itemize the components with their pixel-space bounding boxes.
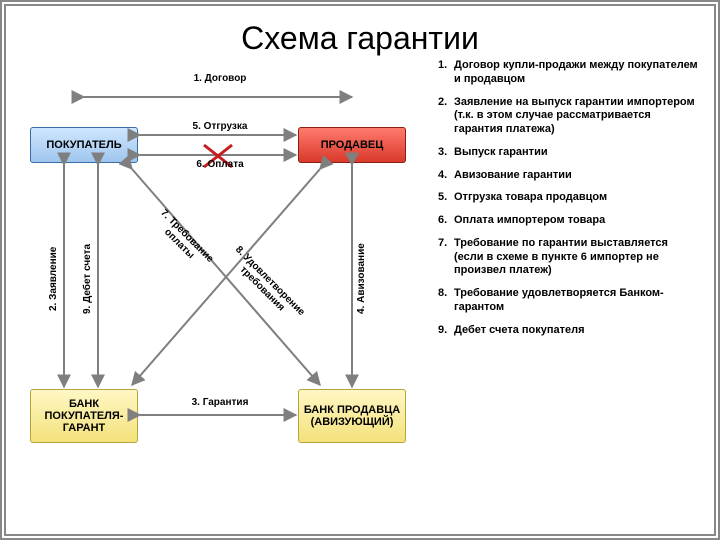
step-row: 3.Выпуск гарантии xyxy=(438,146,700,160)
diagram-canvas: ПОКУПАТЕЛЬ ПРОДАВЕЦ БАНК ПОКУПАТЕЛЯ-ГАРА… xyxy=(20,59,430,489)
step-number: 3. xyxy=(438,146,454,160)
step-row: 2.Заявление на выпуск гарантии импортеро… xyxy=(438,96,700,137)
step-number: 2. xyxy=(438,96,454,137)
step-row: 8.Требование удовлетворяется Банком-гара… xyxy=(438,287,700,315)
step-text: Дебет счета покупателя xyxy=(454,324,700,338)
step-text: Договор купли-продажи между покупателем … xyxy=(454,59,700,87)
step-text: Выпуск гарантии xyxy=(454,146,700,160)
page-frame: Схема гарантии ПОКУПАТЕЛЬ ПРОДАВЕЦ БАНК … xyxy=(0,0,720,540)
step-text: Отгрузка товара продавцом xyxy=(454,191,700,205)
step-number: 1. xyxy=(438,59,454,87)
step-row: 4.Авизование гарантии xyxy=(438,169,700,183)
step-text: Требование по гарантии выставляется (есл… xyxy=(454,237,700,278)
step-number: 4. xyxy=(438,169,454,183)
edge-label-4: 4. Авизование xyxy=(356,209,367,349)
node-seller-label: ПРОДАВЕЦ xyxy=(321,139,384,151)
edge-label-6: 6. Оплата xyxy=(170,159,270,170)
step-number: 9. xyxy=(438,324,454,338)
node-seller: ПРОДАВЕЦ xyxy=(298,127,406,163)
step-row: 6.Оплата импортером товара xyxy=(438,214,700,228)
node-seller-bank-label: БАНК ПРОДАВЦА (АВИЗУЮЩИЙ) xyxy=(303,404,401,428)
node-buyer-bank-label: БАНК ПОКУПАТЕЛЯ-ГАРАНТ xyxy=(35,398,133,434)
step-text: Авизование гарантии xyxy=(454,169,700,183)
step-row: 1.Договор купли-продажи между покупателе… xyxy=(438,59,700,87)
node-buyer-bank: БАНК ПОКУПАТЕЛЯ-ГАРАНТ xyxy=(30,389,138,443)
step-row: 5.Отгрузка товара продавцом xyxy=(438,191,700,205)
step-number: 7. xyxy=(438,237,454,278)
edge-label-2: 2. Заявление xyxy=(48,209,59,349)
page-title: Схема гарантии xyxy=(20,20,700,57)
edge-label-3: 3. Гарантия xyxy=(170,397,270,408)
steps-list: 1.Договор купли-продажи между покупателе… xyxy=(438,59,700,489)
step-number: 8. xyxy=(438,287,454,315)
step-text: Заявление на выпуск гарантии импортером … xyxy=(454,96,700,137)
node-seller-bank: БАНК ПРОДАВЦА (АВИЗУЮЩИЙ) xyxy=(298,389,406,443)
step-number: 6. xyxy=(438,214,454,228)
step-number: 5. xyxy=(438,191,454,205)
edge-label-1: 1. Договор xyxy=(170,73,270,84)
step-row: 7.Требование по гарантии выставляется (е… xyxy=(438,237,700,278)
edge-label-7: 7. Требование оплаты xyxy=(143,200,222,279)
content-columns: ПОКУПАТЕЛЬ ПРОДАВЕЦ БАНК ПОКУПАТЕЛЯ-ГАРА… xyxy=(20,59,700,489)
step-row: 9.Дебет счета покупателя xyxy=(438,324,700,338)
edge-label-9: 9. Дебет счета xyxy=(82,209,93,349)
edge-label-8: 8. Удовлетворение требования xyxy=(216,235,316,335)
step-text: Оплата импортером товара xyxy=(454,214,700,228)
node-buyer: ПОКУПАТЕЛЬ xyxy=(30,127,138,163)
edge-label-5: 5. Отгрузка xyxy=(170,121,270,132)
step-text: Требование удовлетворяется Банком-гарант… xyxy=(454,287,700,315)
node-buyer-label: ПОКУПАТЕЛЬ xyxy=(46,139,121,151)
